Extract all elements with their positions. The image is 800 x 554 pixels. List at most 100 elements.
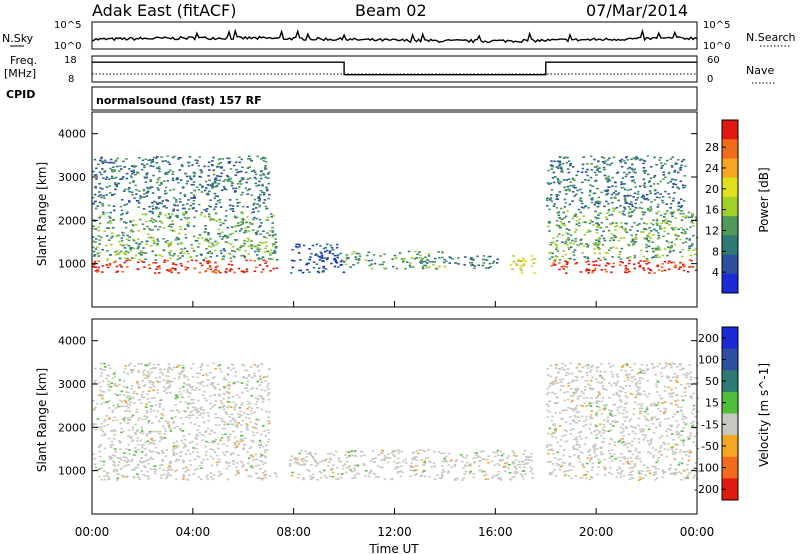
power-ylabel: Slant Range [km]	[35, 162, 49, 266]
velocity-colorbar-segment-3	[722, 391, 738, 414]
power-colorbar-label-5: 24	[705, 162, 719, 175]
power-colorbar-label-6: 28	[705, 141, 719, 154]
velocity-ytick-label-1: 2000	[58, 421, 86, 434]
velocity-ytick-label-2: 3000	[58, 378, 86, 391]
noise-panel-frame	[91, 21, 698, 50]
velocity-region-1	[92, 362, 271, 468]
velocity-region-4	[545, 362, 700, 468]
velocity-data	[92, 362, 700, 481]
power-panel-frame	[91, 111, 698, 308]
power-colorbar-segment-5	[722, 216, 738, 236]
power-region-2	[92, 155, 271, 214]
power-region-1	[92, 211, 279, 261]
x-axis-label: Time UT	[368, 542, 419, 554]
beam-label: Beam 02	[355, 1, 427, 20]
power-region-3	[290, 243, 346, 274]
power-colorbar-frame	[721, 119, 739, 294]
power-region-8	[547, 207, 699, 261]
velocity-colorbar-segment-1	[722, 348, 738, 371]
velocity-colorbar-segment-6	[722, 456, 738, 479]
date-label: 07/Mar/2014	[586, 1, 688, 20]
power-data	[92, 155, 699, 274]
velocity-colorbar-label-3: 15	[705, 397, 719, 410]
power-region-7	[550, 259, 698, 274]
freq-tick-18: 18	[64, 55, 77, 66]
velocity-colorbar-label-6: -100	[694, 462, 719, 475]
xtick-label-5: 20:00	[579, 525, 614, 539]
nave-tick-0: 0	[707, 74, 713, 85]
velocity-region-0	[94, 466, 278, 481]
velocity-colorbar-label-4: -15	[701, 418, 719, 431]
velocity-colorbar-label-0: 200	[698, 332, 719, 345]
power-ytick-label-0: 1000	[58, 258, 86, 271]
power-colorbar-label-3: 16	[705, 204, 719, 217]
velocity-colorbar-frame	[721, 326, 739, 501]
power-panel: 1000 2000 3000 4000 Slant Range [km] 4 8 12 16…	[35, 111, 771, 308]
power-colorbar-segment-6	[722, 235, 738, 256]
velocity-ytick-label-0: 1000	[58, 465, 86, 478]
power-colorbar-segment-8	[722, 273, 738, 294]
freq-panel: Freq. [MHz] 18 8 60 0 Nave	[4, 54, 776, 85]
power-region-9	[545, 155, 687, 209]
power-colorbar-label-0: 4	[712, 266, 719, 279]
noise-right-label: N.Search	[746, 31, 796, 44]
power-ytick-label-2: 3000	[58, 171, 86, 184]
xtick-label-1: 04:00	[176, 525, 211, 539]
xtick-label-2: 08:00	[276, 525, 311, 539]
freq-tick-8: 8	[68, 74, 74, 85]
velocity-region-2	[288, 449, 535, 481]
velocity-colorbar-segment-0	[722, 327, 738, 350]
velocity-colorbar-segment-7	[722, 478, 738, 501]
noise-ytick-bottom-left: 10^0	[54, 41, 81, 52]
power-colorbar-label-2: 12	[705, 224, 719, 237]
power-ytick-label-3: 4000	[58, 128, 86, 141]
power-colorbar-segment-7	[722, 254, 738, 275]
power-colorbar-segment-1	[722, 139, 738, 159]
cpid-text: normalsound (fast) 157 RF	[96, 94, 262, 107]
power-colorbar-segment-0	[722, 120, 738, 140]
cpid-panel: CPID normalsound (fast) 157 RF	[6, 86, 698, 111]
xtick-label-3: 12:00	[377, 525, 412, 539]
velocity-colorbar-label-5: -50	[701, 440, 719, 453]
noise-panel: N.Sky 10^5 10^0 10^5 10^0 N.Search	[2, 20, 796, 52]
velocity-colorbar-label-1: 100	[698, 353, 719, 366]
velocity-colorbar-label-7: -200	[694, 483, 719, 496]
velocity-colorbar-segment-2	[722, 370, 738, 393]
power-colorbar-segment-3	[722, 177, 738, 198]
velocity-colorbar-segment-4	[722, 413, 738, 436]
power-region-0	[92, 259, 279, 274]
velocity-colorbar-label-2: 50	[705, 375, 719, 388]
xtick-label-6: 00:00	[680, 525, 715, 539]
power-colorbar-label: Power [dB]	[757, 167, 771, 232]
freq-left-unit: [MHz]	[4, 67, 36, 80]
power-colorbar-label-4: 20	[705, 183, 719, 196]
cpid-label: CPID	[6, 88, 35, 101]
power-region-6	[509, 255, 536, 274]
velocity-colorbar-segment-5	[722, 435, 738, 458]
power-colorbar-segment-2	[722, 158, 738, 179]
freq-panel-frame	[91, 55, 698, 83]
noise-sky-line	[91, 28, 698, 44]
velocity-panel-frame	[91, 318, 698, 515]
noise-left-label: N.Sky	[2, 32, 34, 45]
freq-line	[92, 61, 697, 76]
freq-left-label: Freq.	[10, 54, 37, 67]
power-colorbar-segment-4	[722, 196, 738, 217]
power-region-5	[445, 255, 499, 270]
power-colorbar-label-1: 8	[712, 245, 719, 258]
velocity-ylabel: Slant Range [km]	[35, 368, 49, 472]
x-axis: 00:00 04:00 08:00 12:00 16:00 20:00 00:00	[75, 301, 715, 539]
noise-ytick-bottom-right: 10^0	[703, 41, 730, 52]
cpid-panel-frame	[91, 86, 698, 111]
nave-tick-60: 60	[707, 55, 720, 66]
noise-ytick-top-left: 10^5	[54, 20, 81, 31]
power-ytick-label-1: 2000	[58, 214, 86, 227]
velocity-ytick-label-3: 4000	[58, 335, 86, 348]
power-region-4	[344, 250, 447, 270]
station-title: Adak East (fitACF)	[92, 1, 236, 20]
velocity-panel: 1000 2000 3000 4000 Slant Range [km] 200 100…	[35, 318, 771, 515]
velocity-colorbar-label: Velocity [m s^-1]	[757, 363, 771, 467]
velocity-region-3	[548, 466, 699, 481]
xtick-label-4: 16:00	[478, 525, 513, 539]
